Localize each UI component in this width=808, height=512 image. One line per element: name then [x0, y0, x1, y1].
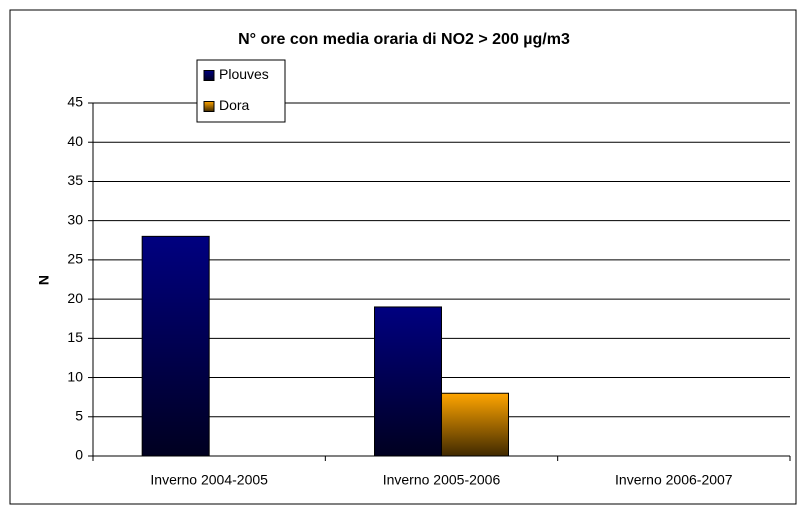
bar [374, 306, 442, 457]
y-tick-label: 5 [75, 407, 83, 423]
legend-swatch [203, 70, 215, 81]
x-tick-label: Inverno 2005-2006 [383, 472, 501, 488]
y-tick-label: 20 [67, 290, 83, 306]
x-tick-label: Inverno 2006-2007 [615, 472, 733, 488]
y-tick-label: 0 [75, 447, 83, 463]
y-tick-label: 45 [67, 94, 83, 110]
legend-label: Dora [219, 97, 250, 113]
y-tick-label: 10 [67, 368, 83, 384]
y-axis-label: N [36, 275, 52, 285]
bar [441, 392, 509, 457]
y-tick-label: 30 [67, 211, 83, 227]
x-tick-label: Inverno 2004-2005 [150, 472, 268, 488]
bar [141, 235, 210, 457]
y-tick-label: 40 [67, 133, 83, 149]
chart-title: N° ore con media oraria di NO2 > 200 µg/… [238, 31, 570, 48]
y-tick-label: 15 [67, 329, 83, 345]
y-tick-label: 35 [67, 172, 83, 188]
legend-swatch [203, 101, 215, 112]
legend-label: Plouves [219, 66, 269, 82]
y-tick-label: 25 [67, 251, 83, 267]
